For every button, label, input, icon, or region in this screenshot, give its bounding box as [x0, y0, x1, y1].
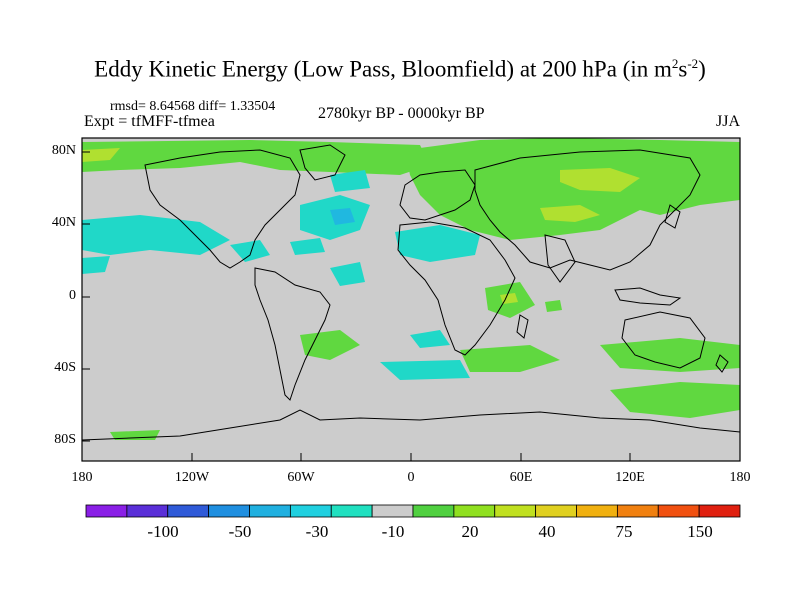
chart-title: Eddy Kinetic Energy (Low Pass, Bloomfiel… — [94, 56, 706, 82]
colorbar-label-150: 150 — [687, 522, 713, 541]
coastline-africa — [397, 221, 516, 356]
negative-region-canada — [330, 170, 370, 192]
lon-label-180w: 180 — [71, 470, 93, 485]
colorbar-box — [85, 504, 128, 518]
colorbar-box — [616, 504, 659, 518]
coastline-antarctica — [81, 409, 741, 441]
negative-region-south-atlantic-2 — [380, 360, 470, 380]
period-label: 2780kyr BP - 0000kyr BP — [318, 105, 485, 122]
coastline-india — [544, 234, 576, 283]
negative-region-pacific-small — [82, 256, 110, 274]
anomaly-fields — [82, 138, 740, 440]
positive-region-eurasia — [405, 138, 740, 240]
positive-region-asia-mid — [540, 205, 600, 222]
coastline-japan — [664, 204, 681, 229]
lon-label-0: 0 — [407, 470, 415, 485]
positive-region-southern-ocean-indian — [460, 345, 560, 372]
negative-region-mediterranean — [395, 225, 480, 262]
coastline-greenland — [299, 144, 346, 181]
coastline-australia — [621, 311, 706, 369]
colorbar-box — [535, 504, 577, 518]
colorbar-box — [249, 504, 291, 518]
positive-region-south-america — [300, 330, 360, 360]
colorbar-label-minus10: -10 — [381, 522, 405, 541]
colorbar-box — [494, 504, 537, 518]
colorbar-label-20: 20 — [461, 522, 479, 541]
colorbar-box — [126, 504, 169, 518]
lat-label-40n: 40N — [51, 215, 76, 230]
positive-region-siberia-mid — [560, 168, 640, 192]
lat-label-80s: 80S — [54, 432, 76, 447]
rmsd-stats: rmsd= 8.64568 diff= 1.33504 — [110, 99, 276, 114]
negative-region-america-small — [230, 240, 270, 262]
lat-label-0: 0 — [69, 288, 76, 303]
negative-region-pacific-north — [82, 215, 230, 255]
colorbar-box — [371, 504, 414, 518]
coastline-indonesia — [614, 287, 682, 306]
negative-region-south-atlantic — [410, 330, 450, 348]
negative-region-north-atlantic-core — [330, 208, 355, 225]
lat-label-40s: 40S — [54, 360, 76, 375]
colorbar-boxes — [85, 504, 741, 518]
experiment-label: Expt = tfMFF-tfmea — [84, 113, 215, 130]
lon-label-60e: 60E — [509, 470, 533, 485]
coastline-new-zealand — [715, 354, 729, 373]
negative-region-atlantic-tropics — [330, 262, 365, 286]
coastlines — [81, 144, 741, 441]
coastline-south-america — [254, 267, 331, 401]
colorbar-label-minus30: -30 — [305, 522, 329, 541]
positive-region-arctic-west — [82, 140, 430, 175]
colorbar-box — [289, 504, 332, 518]
colorbar-label-40: 40 — [538, 522, 556, 541]
season-label: JJA — [715, 113, 740, 130]
colorbar-label-75: 75 — [615, 522, 633, 541]
lon-label-120w: 120W — [174, 470, 210, 485]
axis-ticks — [82, 151, 631, 461]
coastline-europe — [399, 169, 476, 221]
lon-label-180e: 180 — [729, 470, 751, 485]
coastline-madagascar — [516, 314, 529, 339]
colorbar-box — [453, 504, 496, 518]
colorbar-box — [330, 504, 373, 518]
colorbar-box — [657, 504, 700, 518]
lon-label-120e: 120E — [615, 470, 645, 485]
coastline-asia — [474, 149, 701, 271]
colorbar-box — [412, 504, 455, 518]
coastline-north-america — [144, 149, 301, 269]
positive-region-south-pacific-west — [600, 338, 740, 372]
positive-region-south-pacific-deep — [610, 382, 740, 418]
negative-region-east-pacific — [290, 238, 325, 255]
colorbar-box — [576, 504, 618, 518]
colorbar-box — [167, 504, 210, 518]
lon-label-60w: 60W — [287, 470, 315, 485]
colorbar-label-minus100: -100 — [147, 522, 179, 541]
positive-region-northwest — [82, 148, 120, 162]
lat-label-80n: 80N — [51, 143, 76, 158]
colorbar-box — [208, 504, 250, 518]
colorbar-box — [698, 504, 741, 518]
positive-region-indian-small — [545, 300, 562, 312]
colorbar-label-minus50: -50 — [228, 522, 252, 541]
